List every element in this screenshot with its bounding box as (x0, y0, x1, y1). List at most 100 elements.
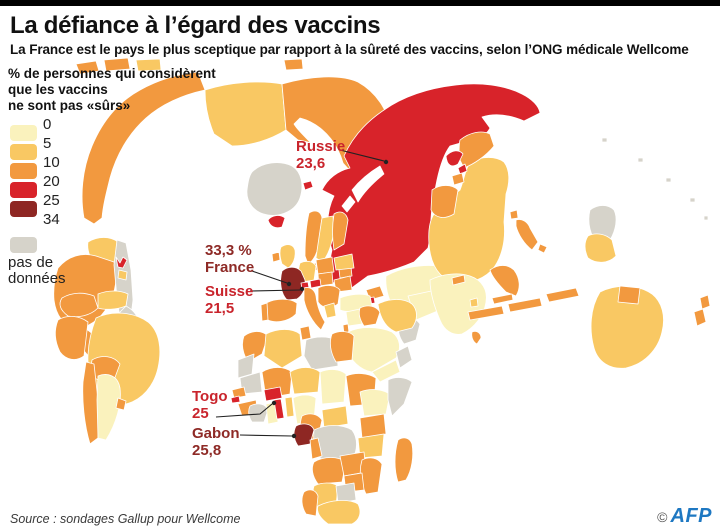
country-nouvelle-zelande (699, 294, 711, 310)
country-kenya-ouganda (359, 413, 387, 439)
annotation-gabon: Gabon 25,8 (192, 425, 240, 459)
country-benin (284, 396, 295, 418)
afp-logo: © AFP (657, 505, 712, 528)
country-togo (273, 398, 285, 420)
annotation-france: 33,3 % France (205, 242, 255, 276)
country-haiti (115, 256, 128, 269)
country-arctic-fragment (283, 58, 304, 71)
country-nouvelle-zelande (693, 308, 707, 327)
country-yemen (371, 359, 401, 383)
annotation-value: 23,6 (296, 154, 326, 172)
country-niger (289, 367, 321, 395)
annotation-togo: Togo 25 (192, 388, 228, 422)
country-arctic-fragment (75, 60, 100, 75)
country-irlande (271, 251, 281, 263)
country-somalie (387, 377, 413, 417)
country-burkina-faso (263, 386, 283, 402)
country-botswana (335, 482, 357, 504)
country-norvege (304, 210, 323, 265)
country-maroc (241, 331, 269, 363)
country-indonesie (545, 287, 580, 303)
pointer-suisse (249, 289, 301, 292)
country-japon-nord (458, 131, 495, 169)
pointer-gabon (239, 434, 293, 437)
country-tunisie (299, 325, 312, 341)
page-title: La défiance à l’égard des vaccins (10, 12, 381, 39)
country-indonesie (467, 305, 505, 321)
legend-title-line: que les vaccins (8, 82, 108, 97)
country-russie (321, 83, 541, 290)
legend-break: 5 (43, 135, 52, 152)
legend-swatch-no-data (10, 237, 37, 253)
legend-break: 34 (43, 211, 60, 228)
middle-east (339, 293, 417, 383)
oceania (584, 137, 711, 369)
country-greenland (246, 162, 303, 216)
country-portugal (260, 302, 269, 322)
country-australie-nord (617, 285, 641, 305)
country-oman (395, 345, 413, 369)
pacific-island (637, 157, 644, 163)
legend-swatch-20-25 (10, 182, 37, 198)
pointer-russie (339, 149, 385, 162)
top-bar (0, 0, 720, 6)
page-subtitle: La France est le pays le plus sceptique … (10, 42, 689, 57)
pointer-france (251, 270, 288, 284)
country-argentina (96, 374, 121, 441)
country-venezuela (97, 290, 129, 310)
country-gabon (293, 423, 315, 447)
country-colombia (59, 292, 99, 318)
asia (321, 83, 580, 345)
legend-title: % de personnes qui considèrent que les v… (8, 66, 216, 114)
country-iceland (267, 215, 286, 229)
novaya-zemlya (351, 165, 385, 203)
country-australie (590, 285, 664, 369)
annotation-country: Russie (296, 138, 346, 155)
legend-title-line: ne sont pas «sûrs» (8, 98, 131, 113)
country-angola (311, 457, 347, 485)
country-libye (303, 336, 339, 371)
country-svalbard (302, 180, 314, 191)
country-levant (345, 308, 363, 327)
legend-swatch-10-20 (10, 163, 37, 179)
country-sri-lanka (471, 330, 482, 345)
copyright-icon: © (657, 508, 668, 525)
pointer-dot-france (286, 281, 292, 287)
europe (260, 210, 355, 331)
country-irak (358, 305, 381, 327)
country-indochine (489, 265, 520, 297)
country-egypte (329, 331, 355, 363)
legend-swatch-25-34 (10, 201, 37, 217)
country-arctic-fragment (135, 58, 162, 72)
novaya-zemlya (341, 195, 356, 213)
legend-break: 10 (43, 154, 60, 171)
annotation-pointers (215, 149, 389, 439)
annotation-country: Gabon (192, 425, 240, 442)
country-pologne (315, 256, 335, 275)
country-centrafrique (321, 405, 349, 429)
pointer-dot-suisse (299, 286, 305, 292)
legend-break: 20 (43, 173, 60, 190)
country-coree (451, 172, 465, 186)
country-congo (309, 437, 323, 460)
annotation-country: France (205, 258, 255, 276)
country-philippines (515, 219, 539, 251)
annotation-value: 25,8 (192, 441, 222, 459)
annotation-russie: Russie 23,6 (296, 138, 346, 172)
country-italie (303, 287, 326, 331)
legend-swatch-0-5 (10, 125, 37, 141)
country-iran (377, 299, 417, 333)
country-japon (457, 163, 468, 175)
country-japon (445, 150, 464, 167)
legend-break: 25 (43, 192, 60, 209)
country-mongolie (430, 185, 459, 218)
country-balkans (317, 285, 341, 308)
country-canada-central (204, 81, 287, 147)
pacific-island (665, 177, 672, 183)
annotation-suisse: Suisse 21,5 (205, 283, 253, 317)
country-papouasie (584, 233, 617, 263)
legend-no-data-label: données (8, 270, 66, 287)
country-tchad (319, 369, 347, 405)
